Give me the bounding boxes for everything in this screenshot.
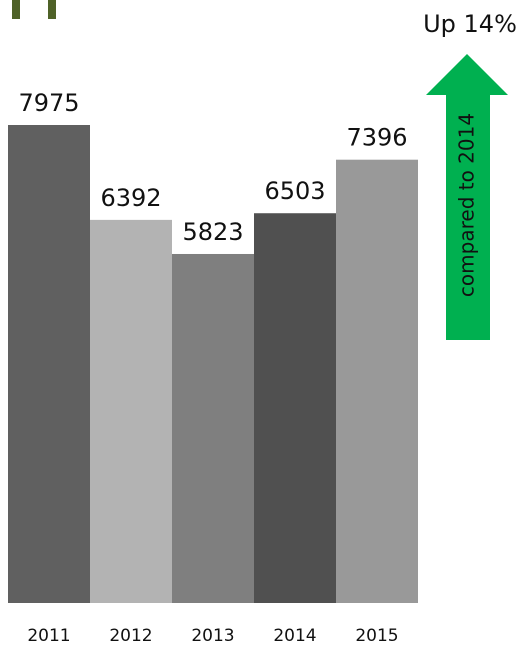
up-arrow [426, 54, 508, 340]
value-label-2012: 6392 [100, 184, 161, 212]
corner-mark-right [48, 0, 56, 19]
category-label-2011: 2011 [27, 626, 70, 646]
bar-2014 [254, 213, 336, 603]
bar-group [8, 125, 418, 604]
category-label-2012: 2012 [109, 626, 152, 646]
bar-2013 [172, 253, 254, 603]
category-label-2014: 2014 [273, 626, 316, 646]
category-label-group: 2011 2012 2013 2014 2015 [27, 626, 398, 646]
headline-annotation: Up 14% [423, 10, 517, 38]
value-label-2014: 6503 [264, 177, 325, 205]
value-label-2013: 5823 [182, 218, 243, 246]
arrow-text: compared to 2014 [455, 113, 479, 297]
bar-2015 [336, 159, 418, 603]
category-label-2013: 2013 [191, 626, 234, 646]
value-label-2015: 7396 [346, 124, 407, 152]
value-label-group: 7975 6392 5823 6503 7396 [18, 89, 407, 246]
corner-mark [12, 0, 56, 19]
bar-2011 [8, 125, 90, 603]
category-label-2015: 2015 [355, 626, 398, 646]
value-label-2011: 7975 [18, 89, 79, 117]
corner-mark-left [12, 0, 20, 19]
bar-2012 [90, 219, 172, 604]
